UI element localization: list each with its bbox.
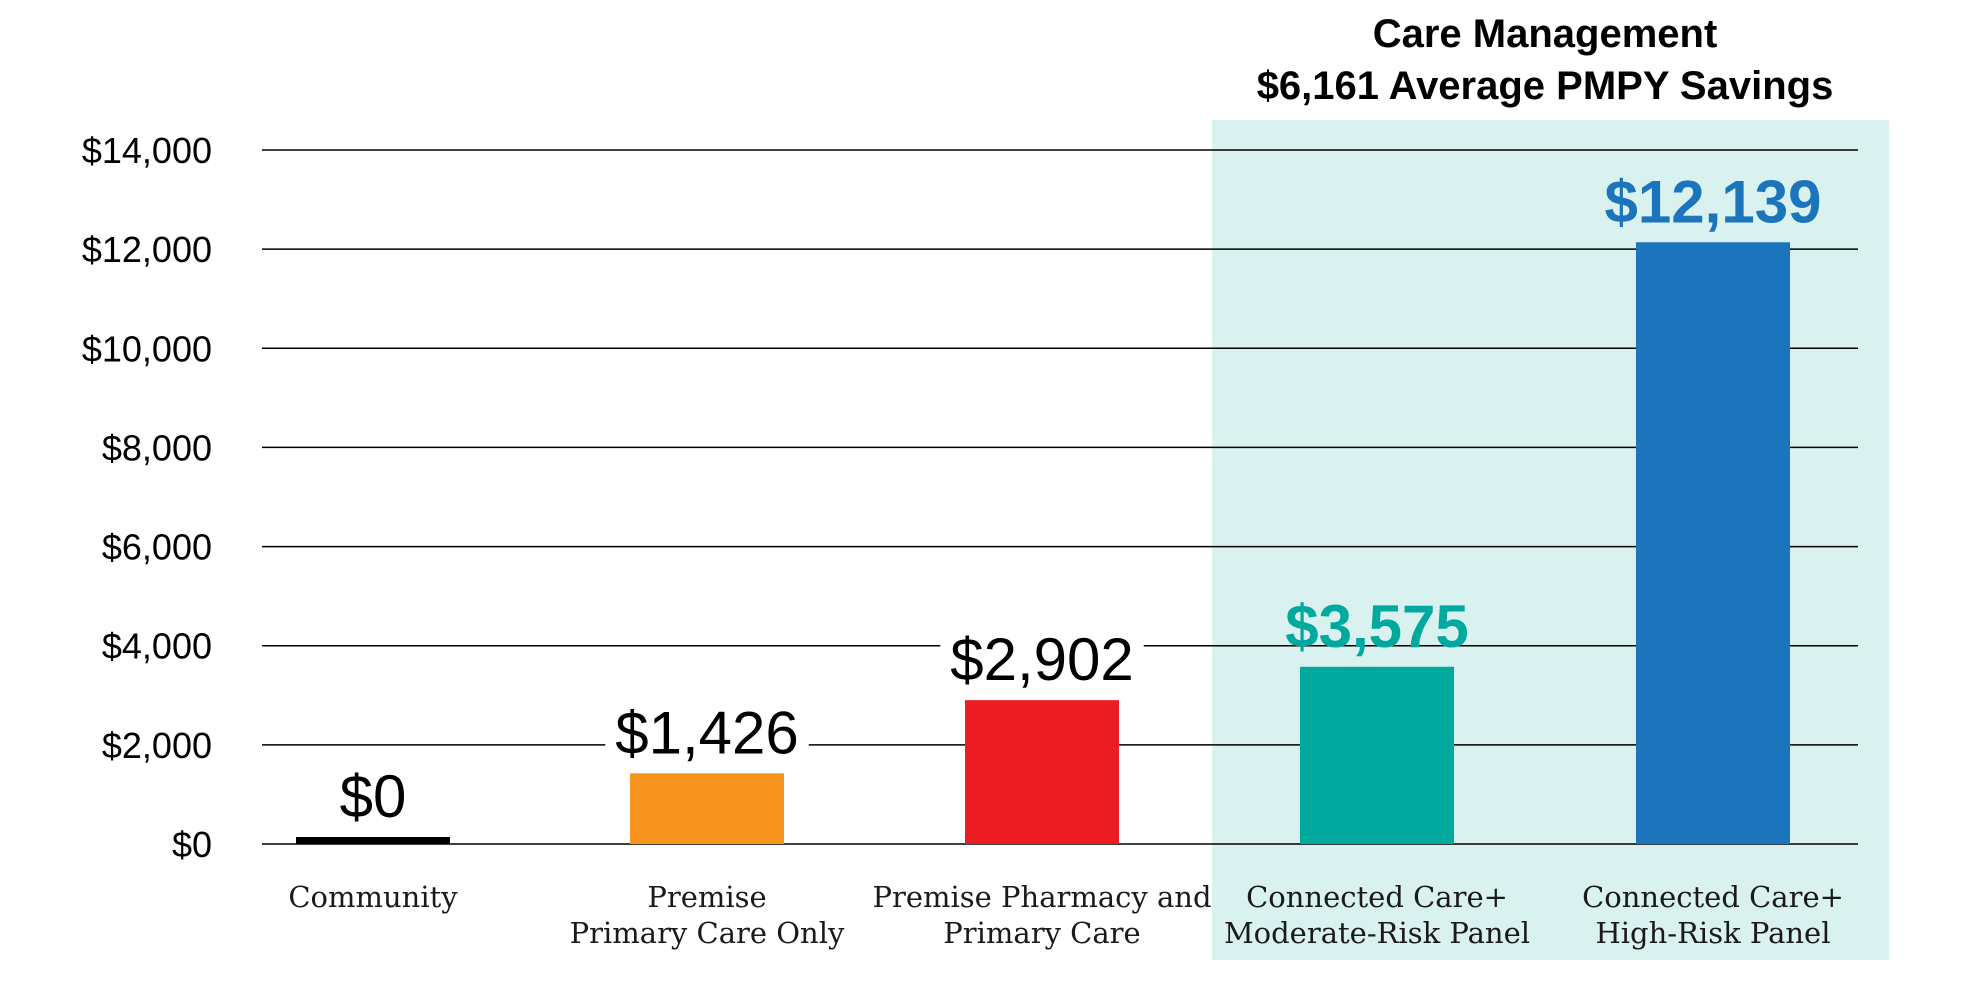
x-tick-label: Connected Care+ <box>1582 880 1844 914</box>
bar <box>296 837 450 844</box>
value-label: $0 <box>340 763 407 830</box>
highlight-title: Care Management $6,161 Average PMPY Savin… <box>1257 12 1834 108</box>
x-tick-label: Primary Care Only <box>570 916 845 950</box>
value-label: $2,902 <box>950 626 1134 693</box>
value-labels: $0 $1,426 $2,902 $3,575 $12,139 <box>329 168 1822 830</box>
bar <box>965 700 1119 844</box>
x-tick-label: Connected Care+ <box>1246 880 1508 914</box>
y-tick-label: $8,000 <box>102 427 212 468</box>
value-label: $1,426 <box>615 699 799 766</box>
value-label-background <box>605 707 809 761</box>
bars <box>296 242 1790 844</box>
y-tick-label: $2,000 <box>102 725 212 766</box>
y-tick-label: $12,000 <box>82 229 212 270</box>
highlight-title-line: $6,161 Average PMPY Savings <box>1257 64 1834 108</box>
y-tick-label: $14,000 <box>82 130 212 171</box>
y-tick-label: $6,000 <box>102 527 212 568</box>
y-axis-ticks: $0 $2,000 $4,000 $6,000 $8,000 $10,000 $12,000… <box>82 130 212 865</box>
y-tick-label: $10,000 <box>82 328 212 369</box>
x-tick-label: Community <box>288 880 458 914</box>
x-tick-label: Premise <box>647 880 766 914</box>
value-label-background <box>329 771 417 824</box>
value-label-background <box>940 634 1144 688</box>
y-tick-label: $4,000 <box>102 626 212 667</box>
value-label: $3,575 <box>1285 593 1469 660</box>
bar <box>1636 242 1790 844</box>
bar <box>1300 666 1454 844</box>
highlight-title-line: Care Management <box>1373 12 1718 56</box>
x-tick-label: High-Risk Panel <box>1595 916 1830 950</box>
y-tick-label: $0 <box>172 824 212 865</box>
value-label: $12,139 <box>1605 168 1822 235</box>
bar <box>630 773 784 844</box>
x-tick-label: Primary Care <box>943 916 1140 950</box>
x-tick-label: Premise Pharmacy and <box>872 880 1211 914</box>
x-tick-label: Moderate-Risk Panel <box>1224 916 1530 950</box>
